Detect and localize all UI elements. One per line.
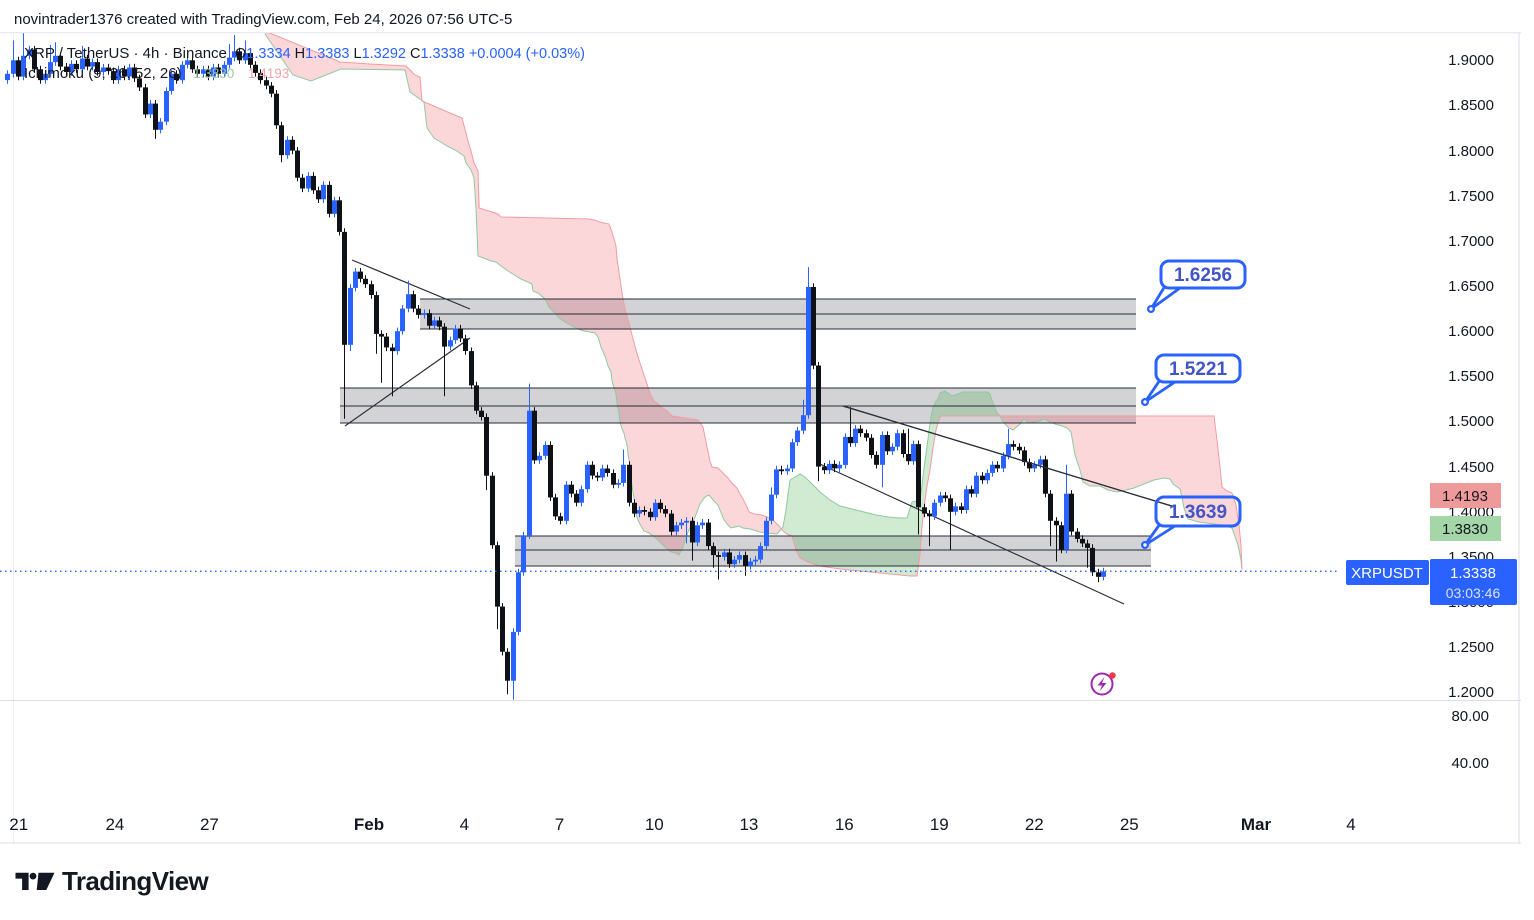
svg-text:Mar: Mar <box>1241 815 1272 834</box>
svg-text:13: 13 <box>739 815 758 834</box>
svg-text:1.4500: 1.4500 <box>1448 459 1494 476</box>
svg-text:03:03:46: 03:03:46 <box>1446 585 1501 601</box>
svg-text:1.3338: 1.3338 <box>1450 565 1496 582</box>
svg-text:Ichimoku (9, 26, 52, 26): Ichimoku (9, 26, 52, 26) <box>24 65 182 82</box>
svg-text:1.8000: 1.8000 <box>1448 143 1494 160</box>
svg-text:1.3639: 1.3639 <box>1169 502 1227 523</box>
svg-text:10: 10 <box>645 815 664 834</box>
svg-text:XRP / TetherUS · 4h · Binance: XRP / TetherUS · 4h · Binance <box>24 45 227 62</box>
svg-text:1.4193: 1.4193 <box>1442 488 1488 505</box>
svg-text:1.6000: 1.6000 <box>1448 323 1494 340</box>
svg-text:1.9000: 1.9000 <box>1448 52 1494 69</box>
svg-text:4: 4 <box>1346 815 1355 834</box>
svg-text:40.00: 40.00 <box>1451 755 1489 772</box>
svg-text:27: 27 <box>200 815 219 834</box>
svg-text:Feb: Feb <box>354 815 384 834</box>
svg-text:1.7500: 1.7500 <box>1448 188 1494 205</box>
svg-text:1.6500: 1.6500 <box>1448 278 1494 295</box>
svg-text:1.7000: 1.7000 <box>1448 233 1494 250</box>
svg-text:1.4193: 1.4193 <box>248 66 289 81</box>
svg-text:4: 4 <box>460 815 469 834</box>
svg-text:XRPUSDT: XRPUSDT <box>1351 565 1423 582</box>
svg-text:1.8500: 1.8500 <box>1448 97 1494 114</box>
svg-text:1.6256: 1.6256 <box>1174 265 1232 286</box>
svg-text:1.5500: 1.5500 <box>1448 368 1494 385</box>
svg-text:21: 21 <box>9 815 28 834</box>
svg-text:1.5221: 1.5221 <box>1169 359 1228 380</box>
svg-text:19: 19 <box>930 815 949 834</box>
svg-text:1.2500: 1.2500 <box>1448 639 1494 656</box>
svg-text:80.00: 80.00 <box>1451 708 1489 725</box>
svg-text:7: 7 <box>555 815 564 834</box>
svg-text:1.5000: 1.5000 <box>1448 413 1494 430</box>
svg-text:TradingView: TradingView <box>62 866 209 896</box>
svg-text:16: 16 <box>835 815 854 834</box>
svg-text:O1.3334 H1.3383 L1.3292 C1.: O1.3334 H1.3383 L1.3292 C1.3338 +0.0004 … <box>235 46 585 62</box>
svg-text:24: 24 <box>105 815 124 834</box>
svg-text:novintrader1376 created with T: novintrader1376 created with TradingView… <box>14 11 512 28</box>
svg-text:1.3830: 1.3830 <box>1442 521 1488 538</box>
svg-text:25: 25 <box>1120 815 1139 834</box>
svg-text:1.2000: 1.2000 <box>1448 684 1494 701</box>
svg-text:22: 22 <box>1025 815 1044 834</box>
svg-text:1.3830: 1.3830 <box>193 66 234 81</box>
